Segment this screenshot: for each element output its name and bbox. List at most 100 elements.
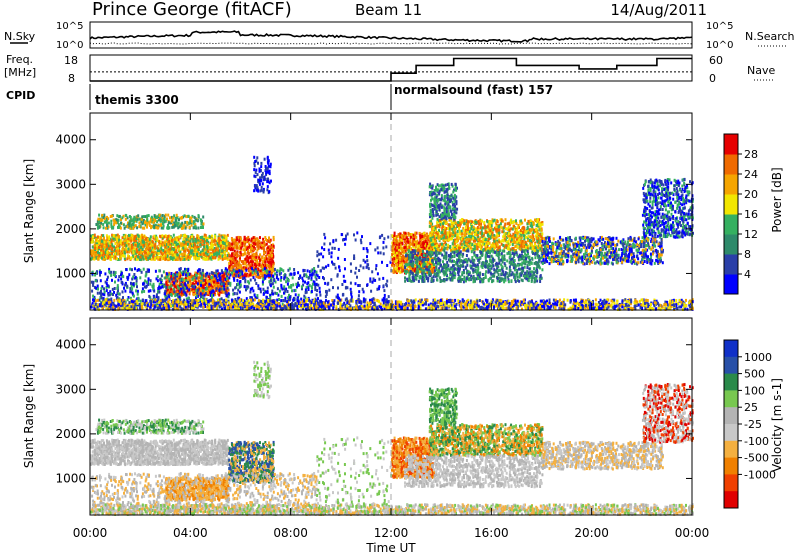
power-cell <box>220 245 222 248</box>
power-cell <box>128 222 130 225</box>
power-cell <box>209 246 211 249</box>
power-cell <box>131 247 133 250</box>
radar-figure: Prince George (fitACF) Beam 11 14/Aug/20… <box>0 0 800 554</box>
power-cell <box>191 235 193 238</box>
power-cell <box>114 242 116 245</box>
power-cell <box>186 238 188 241</box>
power-cell <box>194 244 196 247</box>
power-cell <box>174 224 176 227</box>
power-cell <box>190 240 192 243</box>
power-cell <box>180 242 182 245</box>
power-cell <box>131 220 133 223</box>
power-cell <box>93 255 95 258</box>
power-cell <box>142 227 144 230</box>
power-cell <box>103 216 105 219</box>
power-cell <box>171 251 173 254</box>
power-cell <box>117 253 119 256</box>
power-cell <box>195 281 197 284</box>
power-cell <box>133 221 135 224</box>
power-cell <box>196 257 198 260</box>
power-cell <box>162 244 164 247</box>
power-cell <box>113 238 115 241</box>
power-cell <box>99 226 101 229</box>
power-cell <box>94 253 96 256</box>
power-cell <box>142 241 144 244</box>
power-cell <box>209 235 211 238</box>
nsearch-label: N.Search <box>745 30 795 43</box>
power-cell <box>95 238 97 241</box>
power-cell <box>99 255 101 258</box>
power-cell <box>140 241 142 244</box>
power-cell <box>92 246 94 249</box>
power-cell <box>92 241 94 244</box>
power-cell <box>198 273 200 276</box>
power-cell <box>179 282 181 285</box>
power-cell <box>202 249 204 252</box>
power-cell <box>111 215 113 218</box>
power-cell <box>215 247 217 250</box>
power-cell <box>130 240 132 243</box>
power-cell <box>163 217 165 220</box>
power-cell <box>207 253 209 256</box>
power-cell <box>96 245 98 248</box>
power-cell <box>214 256 216 259</box>
power-cell <box>137 245 139 248</box>
power-cell <box>212 244 214 247</box>
power-cell <box>105 227 107 230</box>
power-cell <box>181 222 183 225</box>
cpid-segment-1: themis 3300 <box>95 93 179 107</box>
power-cell <box>153 221 155 224</box>
power-cell <box>117 243 119 246</box>
power-cell <box>98 242 100 245</box>
power-cell <box>163 235 165 238</box>
power-cell <box>203 222 205 225</box>
power-cell <box>95 223 97 226</box>
power-cell <box>163 257 165 260</box>
power-cell <box>195 225 197 228</box>
power-cell <box>130 225 132 228</box>
power-cell <box>171 239 173 242</box>
power-cell <box>97 218 99 221</box>
power-cell <box>130 216 132 219</box>
power-cell <box>118 235 120 238</box>
power-cell <box>92 252 94 255</box>
power-cell <box>161 234 163 237</box>
power-cell <box>157 256 159 259</box>
power-cell <box>106 254 108 257</box>
power-cell <box>120 252 122 255</box>
power-cell <box>101 219 103 222</box>
power-cell <box>198 214 200 217</box>
power-cell <box>191 249 193 252</box>
nave-tick-top: 60 <box>709 54 723 67</box>
power-cell <box>168 250 170 253</box>
power-cell <box>103 226 105 229</box>
power-cell <box>170 256 172 259</box>
power-cell <box>221 249 223 252</box>
power-cell <box>184 245 186 248</box>
power-cell <box>207 246 209 249</box>
power-cell <box>125 244 127 247</box>
power-cell <box>125 214 127 217</box>
freq-tick-bottom: 8 <box>68 72 75 85</box>
power-cell <box>119 215 121 218</box>
power-cell <box>165 258 167 261</box>
power-cell <box>197 242 199 245</box>
power-cell <box>167 224 169 227</box>
power-cell <box>178 218 180 221</box>
power-cell <box>175 246 177 249</box>
power-cell <box>141 215 143 218</box>
power-cell <box>187 235 189 238</box>
power-cell <box>131 234 133 237</box>
power-cell <box>203 245 205 248</box>
power-cell <box>164 251 166 254</box>
cpid-segment-2: normalsound (fast) 157 <box>394 83 553 97</box>
power-cell <box>152 241 154 244</box>
power-cell <box>193 257 195 260</box>
power-cell <box>136 226 138 229</box>
power-cell <box>157 226 159 229</box>
power-cell <box>193 293 195 296</box>
power-cell <box>198 227 200 230</box>
power-cell <box>168 221 170 224</box>
power-cell <box>94 234 96 237</box>
power-cell <box>138 235 140 238</box>
